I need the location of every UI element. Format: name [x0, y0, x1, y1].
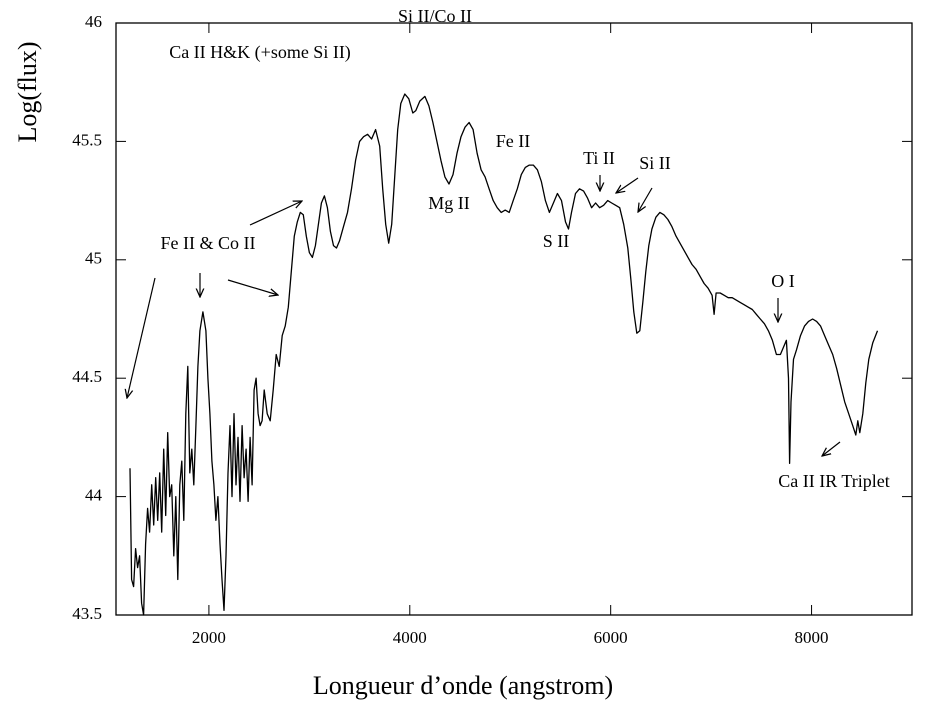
y-tick-label: 45.5: [72, 130, 102, 149]
x-tick-label: 6000: [594, 628, 628, 647]
x-tick-label: 4000: [393, 628, 427, 647]
x-tick-label: 2000: [192, 628, 226, 647]
x-tick-label: 8000: [795, 628, 829, 647]
annotation: Fe II & Co II: [161, 233, 256, 253]
arrow: [249, 201, 302, 226]
arrow: [822, 441, 841, 456]
annotation: Si II: [639, 153, 671, 173]
annotation: Ca II H&K (+some Si II): [169, 42, 351, 63]
arrow: [227, 279, 278, 295]
y-tick-label: 43.5: [72, 604, 102, 623]
arrow: [616, 177, 639, 193]
annotation: S II: [543, 231, 570, 251]
annotation: Si II/Co II: [398, 6, 472, 26]
arrow: [127, 277, 156, 398]
y-axis-title: Log(flux): [13, 41, 42, 142]
annotation: Fe II: [496, 131, 531, 151]
annotation: Mg II: [428, 193, 470, 213]
y-tick-label: 44.5: [72, 367, 102, 386]
y-tick-label: 45: [85, 249, 102, 268]
y-tick-label: 46: [85, 12, 102, 31]
arrow: [638, 187, 653, 212]
x-axis-title: Longueur d’onde (angstrom): [313, 671, 613, 700]
annotation: Ca II IR Triplet: [778, 471, 890, 491]
annotation-arrows: [127, 175, 841, 456]
plot-frame: [115, 22, 913, 616]
spectrum-line: [129, 93, 879, 616]
y-tick-label: 44: [85, 486, 103, 505]
annotation: Ti II: [583, 148, 615, 168]
annotation: O I: [771, 271, 795, 291]
